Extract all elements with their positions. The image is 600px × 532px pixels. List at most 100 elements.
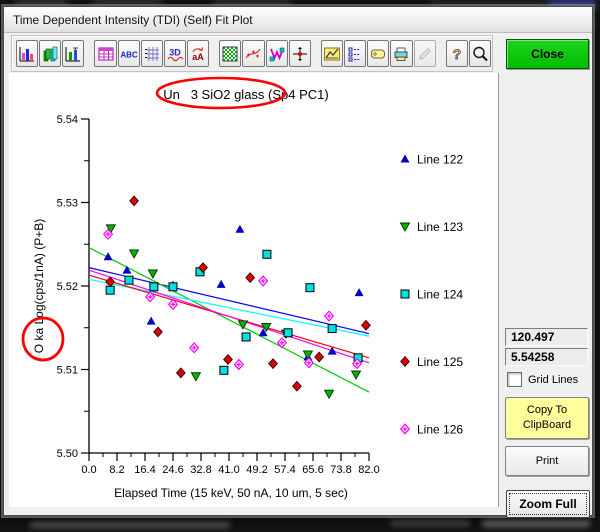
copy-button-line1: Copy To [526, 404, 568, 417]
data-point [235, 224, 245, 233]
plot-area[interactable]: Un 3 SiO2 glass (Sp4 PC1) 5.50 5.51 5.52 5.5… [9, 73, 499, 507]
legend-label: Line 125 [417, 355, 463, 369]
copy-to-clipboard-button[interactable]: Copy To ClipBoard [505, 397, 589, 439]
data-point-cross [326, 313, 332, 319]
bar-chart-3d-button[interactable] [39, 40, 62, 67]
help-button[interactable]: ? [445, 40, 468, 67]
help-label: ? [452, 46, 461, 62]
axis-grid-button[interactable] [140, 40, 163, 67]
data-point [292, 380, 302, 392]
close-button[interactable]: Close [506, 39, 589, 69]
data-point [260, 322, 272, 333]
bar-chart-icon [18, 45, 36, 63]
data-point [223, 354, 233, 365]
text-labels-button[interactable]: ABC [117, 40, 140, 67]
data-grid-button[interactable] [94, 40, 117, 67]
crosshair-icon [291, 45, 309, 63]
grid-lines-row: Grid Lines [507, 372, 578, 387]
data-point-cross [105, 231, 111, 237]
view-3d-button[interactable]: 3D [163, 40, 187, 67]
data-point [327, 324, 337, 334]
data-point-cross [402, 426, 408, 432]
fit-line [88, 269, 370, 364]
polygon-edit-icon [268, 45, 286, 63]
background-window-fragment [92, 1, 162, 6]
area-chart-icon [323, 45, 341, 63]
zoom-icon [471, 45, 489, 63]
rotate-label: aA [192, 52, 204, 62]
data-point [258, 328, 268, 337]
cursor-y-field: 5.54258 [505, 348, 588, 366]
plot-svg: Un 3 SiO2 glass (Sp4 PC1) 5.50 5.51 5.52 5.5… [21, 76, 463, 500]
y-axis-caption: O ka Log(cps/1nA) (P+B) [32, 219, 46, 353]
x-tick-label: 8.2 [109, 464, 124, 476]
x-tick-label: 49.2 [246, 464, 267, 476]
label-tag-button[interactable] [367, 40, 390, 67]
background-window-fragment [212, 1, 292, 7]
data-grid-icon [97, 45, 115, 63]
data-point-cross [260, 278, 266, 284]
polygon-edit-button[interactable] [265, 40, 288, 67]
crosshair-button[interactable] [288, 40, 311, 67]
data-point-cross [147, 294, 153, 300]
data-point [146, 316, 156, 325]
data-point [216, 279, 226, 288]
x-tick-label: 32.8 [190, 464, 211, 476]
data-point [147, 269, 159, 279]
data-point [122, 265, 132, 274]
bar-chart-gallery-button[interactable] [62, 40, 85, 67]
data-point [128, 249, 140, 259]
font-rotate-button[interactable]: aA [187, 40, 210, 67]
data-point [149, 282, 159, 292]
pattern-fill-button[interactable] [219, 40, 242, 67]
background-window-fragment [482, 519, 590, 527]
data-point [262, 249, 272, 259]
edit-pencil-button[interactable] [413, 40, 436, 67]
x-tick-label: 41.0 [218, 464, 239, 476]
data-point [241, 332, 251, 342]
font-rotate-icon: aA [188, 45, 208, 63]
data-point [400, 154, 410, 163]
background-window-fragment [548, 0, 595, 11]
data-point [361, 319, 371, 331]
data-point [302, 350, 314, 360]
legend-label: Line 126 [417, 423, 463, 437]
help-icon: ? [448, 45, 466, 63]
abc-label: ABC [120, 50, 138, 59]
title-bar[interactable]: Time Dependent Intensity (TDI) (Self) Fi… [4, 7, 592, 33]
legend-list-icon [346, 45, 364, 63]
bar-chart-3d-icon [41, 45, 59, 63]
area-chart-button[interactable] [320, 40, 344, 67]
grid-lines-checkbox[interactable] [507, 372, 522, 387]
annotation-ellipse-title [155, 76, 287, 110]
data-point [268, 358, 278, 370]
bar-chart-button[interactable] [16, 40, 39, 67]
x-tick-label: 16.4 [134, 464, 155, 476]
y-tick-label: 5.50 [57, 448, 78, 460]
chart-title: Un 3 SiO2 glass (Sp4 PC1) [163, 87, 328, 102]
legend-label: Line 122 [417, 153, 463, 167]
print-chart-button[interactable] [390, 40, 413, 67]
data-point [198, 262, 208, 274]
y-tick-label: 5.54 [57, 114, 78, 126]
curve-fit-button[interactable] [242, 40, 265, 67]
data-point [245, 272, 256, 284]
legend-list-button[interactable] [344, 40, 367, 67]
cursor-y-value: 5.54258 [511, 350, 555, 364]
zoom-button[interactable] [468, 40, 491, 67]
data-point [105, 285, 115, 295]
print-button[interactable]: Print [505, 446, 589, 476]
axes [88, 119, 369, 454]
data-point [354, 288, 364, 297]
data-point [105, 224, 117, 234]
zoom-full-button[interactable]: Zoom Full [506, 490, 590, 518]
data-point [103, 252, 113, 261]
data-point [327, 346, 337, 355]
fit-line [88, 267, 370, 335]
data-point-cross [279, 340, 285, 346]
data-point [283, 328, 293, 338]
data-point-cross [306, 360, 312, 366]
cursor-x-field: 120.497 [505, 328, 588, 346]
data-point [400, 289, 410, 299]
curve-fit-icon [244, 45, 262, 63]
